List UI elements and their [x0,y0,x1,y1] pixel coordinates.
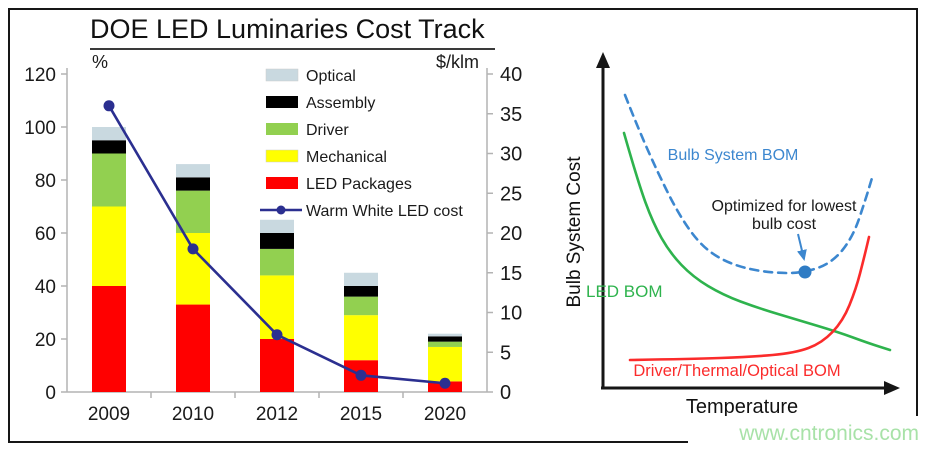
optimum-point-dot [798,265,812,279]
driver-thermal-optical-bom-label: Driver/Thermal/Optical BOM [633,362,841,380]
x-axis-label: Temperature [685,396,799,418]
legend-swatch [266,123,298,135]
left-tick-label: 0 [45,383,56,404]
right-tick-label: 15 [500,263,522,285]
legend-swatch [266,177,298,189]
watermark: www.cntronics.com [688,416,925,451]
bar-segment-mechanical [428,346,462,382]
line-marker [355,369,367,381]
line-marker [103,100,115,112]
right-tick-label: 40 [500,64,522,86]
bar-segment-assembly [428,336,462,342]
left-tick-label: 100 [24,118,56,139]
temperature-tradeoff-diagram: Bulb System Cost Temperature Bulb System… [560,30,920,450]
legend-label: Optical [306,68,356,85]
bar-segment-optical [260,219,294,233]
tradeoff-axes-and-curves [596,52,900,395]
curve-led-bom [622,131,892,352]
bar-segment-driver [428,341,462,347]
bar-segment-optical [176,164,210,178]
cost-track-chart: 0 20 40 60 80 100 120 0 5 10 15 20 25 30 35 40 2009 2010 2… [24,52,522,425]
left-tick-label: 80 [35,171,56,192]
bar-segment-assembly [260,233,294,249]
category-label: 2015 [340,404,382,425]
bar-segment-optical [92,127,126,141]
right-tick-label: 20 [500,223,522,245]
line-marker [187,243,199,255]
annotation-arrow [797,233,807,261]
bulb-system-bom-label: Bulb System BOM [667,147,799,164]
left-tick-label: 20 [35,330,56,351]
right-tick-label: 25 [500,183,522,205]
slide-border [8,8,918,443]
bar-segment-driver [260,248,294,276]
bar-segment-led-packages [92,286,126,392]
bar-segment-driver [92,153,126,207]
bar-segment-led-packages [260,339,294,392]
bar-segment-optical [428,333,462,337]
bar-segment-mechanical [344,315,378,361]
bar-segment-driver [344,296,378,316]
left-axis-unit: % [92,52,108,72]
legend-swatch [266,96,298,108]
legend-line-marker [276,205,286,215]
category-label: 2012 [256,404,298,425]
legend-label: Driver [306,122,349,139]
led-bom-label: LED BOM [586,282,663,301]
category-label: 2010 [172,404,214,425]
optimized-annotation: Optimized for lowest bulb cost [711,198,857,234]
legend-label: Mechanical [306,149,387,166]
right-tick-label: 30 [500,144,522,166]
legend-label: Assembly [306,95,375,112]
bar-segment-mechanical [260,275,294,339]
bar-segment-assembly [176,177,210,191]
line-marker [271,329,283,341]
curve-driver-thermal-optical-bom [628,235,871,362]
left-tick-label: 60 [35,224,56,245]
right-tick-label: 35 [500,104,522,126]
legend-label: LED Packages [306,176,412,193]
category-label: 2009 [88,404,130,425]
legend-swatch [265,68,299,82]
bar-segment-assembly [344,286,378,297]
chart-title: DOE LED Luminaries Cost Track [90,14,495,50]
curve-bulb-system-bom [623,93,874,275]
bar-segment-led-packages [176,304,210,392]
y-axis-label: Bulb System Cost [564,156,585,308]
line-marker [439,377,451,389]
left-tick-label: 120 [24,65,56,86]
bar-segment-assembly [92,140,126,154]
bar-segment-driver [176,190,210,233]
category-label: 2020 [424,404,466,425]
bar-segment-optical [344,272,378,286]
right-axis-unit: $/klm [436,52,479,72]
right-tick-label: 5 [500,342,511,364]
left-tick-label: 40 [35,277,56,298]
bar-segment-mechanical [92,206,126,286]
right-tick-label: 10 [500,303,522,325]
right-tick-label: 0 [500,382,511,404]
legend-swatch [265,149,299,163]
legend-label: Warm White LED cost [306,203,463,220]
